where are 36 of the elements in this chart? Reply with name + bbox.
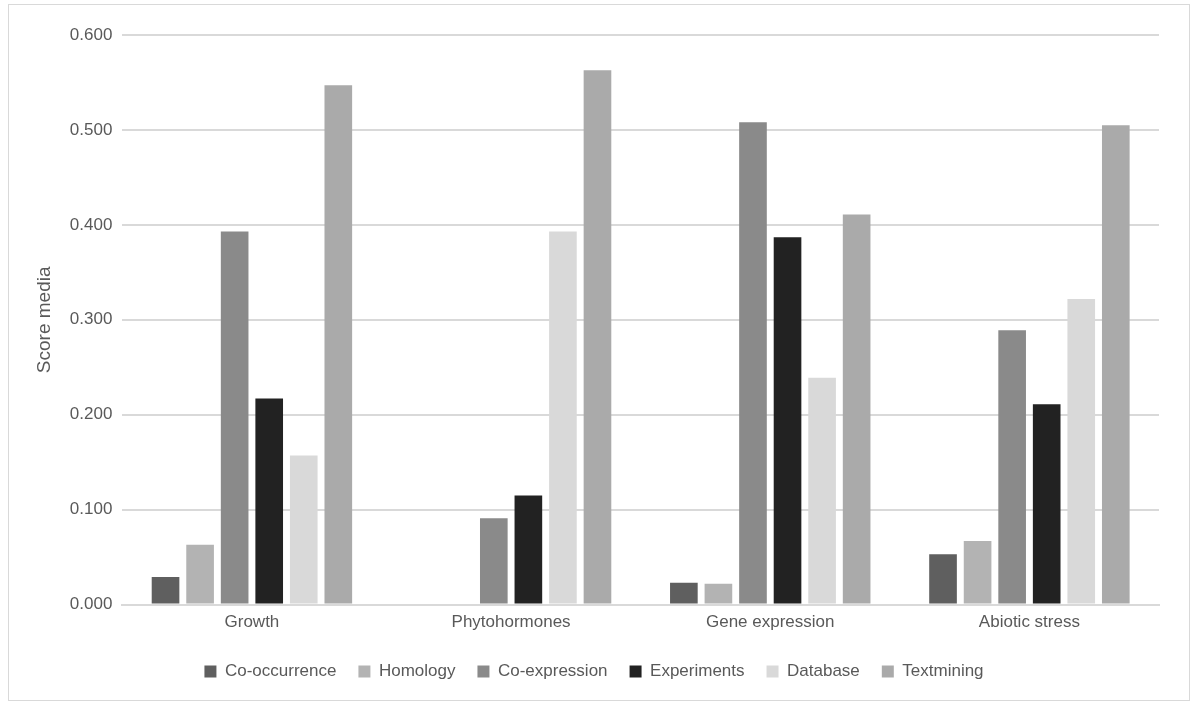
- bar: [842, 214, 871, 604]
- bar: [773, 237, 802, 604]
- legend-label: Database: [787, 661, 860, 681]
- bar: [255, 398, 284, 604]
- x-tick-label: Abiotic stress: [978, 612, 1080, 632]
- y-axis-title: Score media: [32, 266, 54, 374]
- y-tick-label: 0.000: [69, 594, 113, 614]
- bar: [220, 231, 249, 604]
- y-tick-label: 0.100: [69, 499, 113, 519]
- legend-label: Homology: [378, 661, 456, 681]
- bar: [583, 70, 612, 604]
- x-tick-label: Growth: [224, 612, 280, 632]
- bar: [1032, 404, 1061, 604]
- bar: [1101, 125, 1130, 604]
- bar: [324, 85, 353, 604]
- y-tick-label: 0.600: [69, 24, 113, 44]
- legend-label: Textmining: [902, 661, 984, 681]
- bar: [479, 518, 508, 604]
- legend-label: Co-occurrence: [224, 661, 337, 681]
- bar: [704, 583, 733, 604]
- bar: [186, 544, 214, 604]
- bar: [929, 554, 957, 604]
- bar: [514, 495, 543, 604]
- y-tick-label: 0.200: [69, 404, 113, 424]
- bar: [151, 577, 180, 604]
- bar: [998, 330, 1026, 604]
- bar: [963, 541, 992, 604]
- y-tick-label: 0.300: [69, 309, 113, 329]
- x-tick-label: Phytohormones: [451, 612, 571, 632]
- y-tick-label: 0.500: [69, 119, 113, 139]
- bar: [670, 582, 698, 604]
- legend-label: Co-expression: [497, 661, 608, 681]
- bar: [739, 122, 767, 604]
- x-tick-label: Gene expression: [705, 612, 835, 632]
- legend-label: Experiments: [650, 661, 745, 681]
- y-tick-label: 0.400: [69, 214, 113, 234]
